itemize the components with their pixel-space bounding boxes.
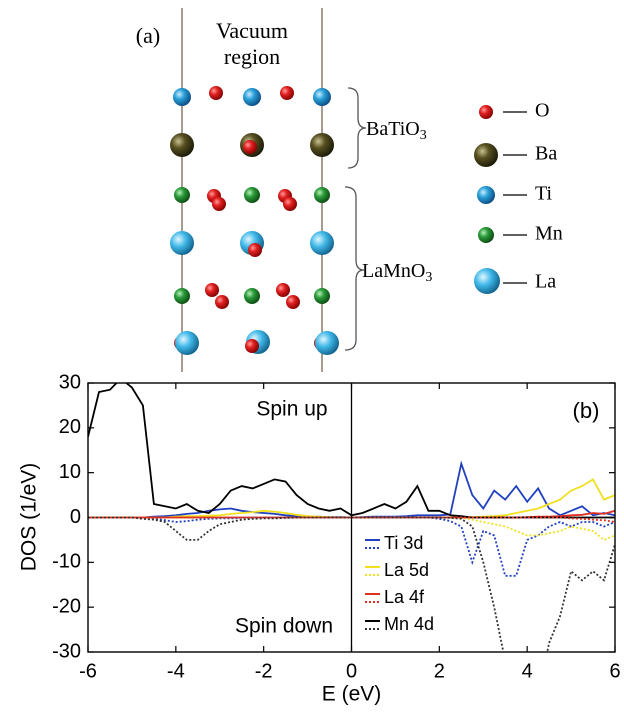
legend-atom	[474, 268, 500, 294]
atom-o	[286, 295, 300, 309]
atom-mn	[244, 288, 260, 304]
atom-o	[280, 86, 294, 100]
atom-mn	[174, 288, 190, 304]
atom-o	[243, 140, 257, 154]
y-tick-label: 0	[70, 506, 81, 528]
formula-subscript: 3	[420, 128, 427, 143]
panel-label: (a)	[136, 23, 160, 48]
atom-ba	[310, 133, 334, 157]
atom-legend: O Ba Ti Mn La	[474, 100, 563, 294]
x-tick-label: -2	[255, 660, 273, 682]
atom-ti	[243, 88, 261, 106]
formula: BaTiO	[366, 118, 420, 140]
atom-la	[315, 331, 339, 355]
atom-mn	[174, 187, 190, 203]
y-tick-label: -30	[52, 640, 81, 662]
legend-label: Ti	[535, 183, 553, 205]
atom-mn	[314, 288, 330, 304]
atom-o	[215, 295, 229, 309]
plot-frame	[87, 382, 616, 653]
atom-o	[205, 283, 219, 297]
atom-o	[276, 283, 290, 297]
legend-label: La	[535, 271, 556, 293]
panel-label: (b)	[573, 398, 600, 423]
legend-atom	[479, 105, 493, 119]
legend-label: Ba	[535, 143, 557, 165]
x-tick-label: 6	[609, 660, 620, 682]
legend-atom	[477, 186, 495, 204]
atom-ba	[170, 133, 194, 157]
legend-label: La 5d	[384, 560, 429, 580]
formula-subscript: 3	[425, 270, 432, 285]
atom-o	[212, 197, 226, 211]
x-tick-label: 4	[522, 660, 533, 682]
legend-label: O	[535, 100, 549, 122]
y-tick-label: -20	[52, 595, 81, 617]
vacuum-label: Vacuum	[216, 18, 288, 43]
bracket	[347, 87, 367, 169]
atom-ti	[173, 88, 191, 106]
vacuum-label: region	[224, 44, 280, 69]
x-tick-label: -6	[79, 660, 97, 682]
x-tick-label: 2	[434, 660, 445, 682]
atom-o	[283, 197, 297, 211]
x-tick-label: 0	[346, 660, 357, 682]
atom-o	[245, 339, 259, 353]
structure-panel: (a) Vacuum region	[136, 8, 563, 372]
atom-o	[209, 86, 223, 100]
formula: LaMnO	[362, 260, 425, 282]
annotation: Spin down	[235, 615, 333, 638]
y-tick-label: -10	[52, 551, 81, 573]
atom-la	[310, 231, 334, 255]
y-tick-label: 30	[59, 371, 81, 393]
atoms	[170, 86, 339, 355]
y-axis-label: DOS (1/eV)	[18, 463, 41, 572]
atom-ti	[313, 88, 331, 106]
atom-la	[170, 231, 194, 255]
atom-mn	[244, 187, 260, 203]
spin-down-line	[88, 516, 615, 541]
x-tick-label: -4	[167, 660, 185, 682]
legend-atom	[478, 227, 494, 243]
legend-label: La 4f	[384, 587, 425, 607]
atom-la	[175, 331, 199, 355]
annotation: Spin up	[256, 398, 327, 421]
legend-label: Ti 3d	[384, 533, 423, 553]
y-tick-label: 20	[59, 416, 81, 438]
atom-o	[248, 243, 262, 257]
legend-label: Mn 4d	[384, 614, 434, 634]
x-axis-label: E (eV)	[322, 683, 382, 706]
formula-label: LaMnO3	[362, 260, 432, 286]
formula-label: BaTiO3	[366, 118, 427, 144]
legend-atom	[474, 143, 498, 167]
bracket	[344, 186, 365, 351]
atom-mn	[314, 187, 330, 203]
legend-label: Mn	[535, 223, 563, 245]
y-tick-label: 10	[59, 461, 81, 483]
